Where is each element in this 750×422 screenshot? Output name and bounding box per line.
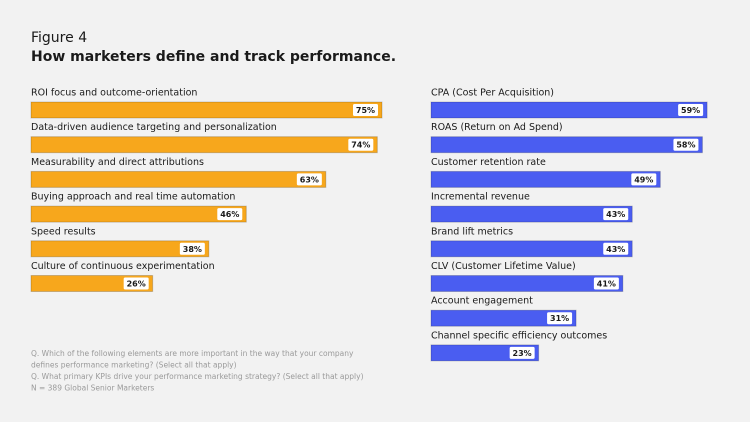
bar: [430, 101, 708, 119]
category-label: CPA (Cost Per Acquisition): [431, 88, 554, 99]
value-label-box: [673, 138, 699, 151]
value-label-box: [593, 277, 619, 290]
figure-label: Figure 4: [31, 30, 87, 46]
value-label: 58%: [676, 141, 695, 150]
value-label: 23%: [513, 349, 532, 358]
value-label-box: [509, 346, 535, 359]
value-label-box: [123, 277, 149, 290]
value-label-box: [353, 104, 378, 116]
bar: [430, 240, 633, 258]
category-label: Measurability and direct attributions: [31, 157, 204, 168]
category-label: Incremental revenue: [431, 192, 530, 203]
category-label: Brand lift metrics: [431, 226, 513, 237]
bar: [30, 205, 247, 223]
value-label-box: [296, 173, 322, 186]
category-label: Speed results: [31, 226, 96, 237]
bar: [30, 136, 378, 154]
category-label: Account engagement: [431, 296, 533, 307]
value-label: 49%: [634, 175, 653, 184]
value-label-box: [348, 138, 374, 151]
footnote: defines performance marketing? (Select a…: [31, 361, 237, 370]
value-label-box: [603, 242, 629, 255]
chart-title: How marketers define and track performan…: [31, 49, 396, 65]
category-label: CLV (Customer Lifetime Value): [431, 261, 576, 272]
value-label-box: [179, 242, 205, 255]
bar: [430, 170, 661, 188]
value-label: 59%: [681, 106, 700, 115]
value-label-box: [547, 312, 573, 325]
value-label: 26%: [127, 280, 146, 289]
category-label: Culture of continuous experimentation: [31, 261, 215, 272]
footnote: N = 389 Global Senior Marketers: [31, 384, 154, 393]
bar: [30, 101, 383, 119]
value-label: 63%: [300, 175, 319, 184]
bar: [430, 136, 703, 154]
category-label: ROAS (Return on Ad Spend): [431, 122, 563, 133]
value-label: 74%: [351, 141, 370, 150]
value-label-box: [603, 208, 629, 221]
value-label: 31%: [550, 314, 569, 323]
value-label: 43%: [606, 210, 625, 219]
category-label: Customer retention rate: [431, 157, 546, 168]
category-label: Channel specific efficiency outcomes: [431, 330, 607, 341]
value-label: 75%: [356, 106, 375, 115]
footnote: Q. What primary KPIs drive your performa…: [31, 372, 364, 381]
value-label-box: [631, 173, 657, 186]
value-label-box: [678, 104, 704, 116]
bar: [430, 205, 633, 223]
footnote: Q. Which of the following elements are m…: [31, 349, 354, 358]
category-label: ROI focus and outcome-orientation: [31, 88, 197, 99]
bar: [30, 170, 327, 188]
bar: [30, 240, 210, 258]
value-label: 43%: [606, 245, 625, 254]
category-label: Data-driven audience targeting and perso…: [31, 122, 277, 133]
bar: [430, 275, 624, 292]
value-label: 46%: [220, 210, 239, 219]
category-label: Buying approach and real time automation: [31, 192, 235, 203]
bar: [30, 275, 154, 292]
value-label: 38%: [183, 245, 202, 254]
value-label: 41%: [597, 280, 616, 289]
value-label-box: [217, 208, 243, 221]
bar: [430, 309, 577, 327]
